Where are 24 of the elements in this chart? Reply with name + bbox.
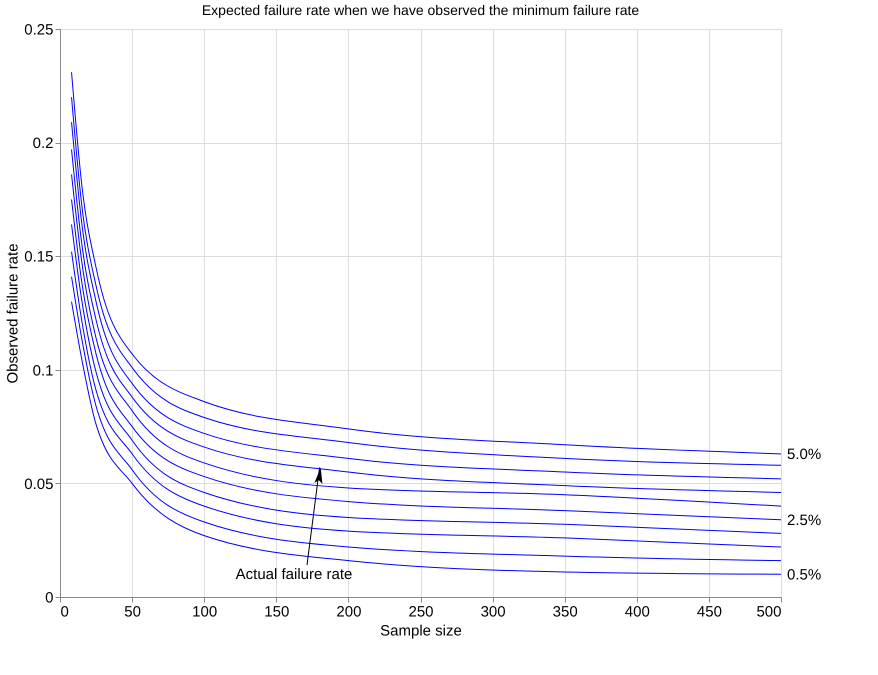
x-tick-label: 100 — [192, 604, 218, 620]
series-label: 5.0% — [787, 446, 822, 463]
x-tick-label: 350 — [552, 604, 578, 620]
x-tick-label: 0 — [60, 604, 69, 620]
series-label: 0.5% — [787, 566, 822, 584]
y-tick-label: 0 — [45, 590, 54, 606]
y-tick-label: 0.2 — [32, 135, 54, 152]
y-axis-title: Observed failure rate — [4, 243, 22, 384]
x-tick-label: 450 — [696, 604, 722, 620]
y-tick-label: 0.1 — [32, 362, 54, 380]
chart-title: Expected failure rate when we have observed the minimum failure rate — [202, 2, 640, 18]
y-tick-label: 0.15 — [24, 248, 54, 266]
y-tick-label: 0.05 — [24, 476, 54, 493]
x-tick-label: 500 — [756, 604, 782, 620]
annotation: Actual failure rate — [236, 566, 352, 583]
x-tick-label: 200 — [336, 604, 362, 620]
x-tick-label: 300 — [480, 604, 506, 620]
y-tick-label: 0.25 — [24, 22, 54, 38]
x-tick-label: 400 — [624, 604, 650, 620]
x-tick-label: 150 — [264, 604, 290, 620]
x-tick-label: 250 — [408, 604, 434, 620]
series-label: 2.5% — [787, 512, 822, 529]
x-axis-title: Sample size — [380, 622, 462, 640]
x-tick-label: 50 — [124, 604, 141, 620]
